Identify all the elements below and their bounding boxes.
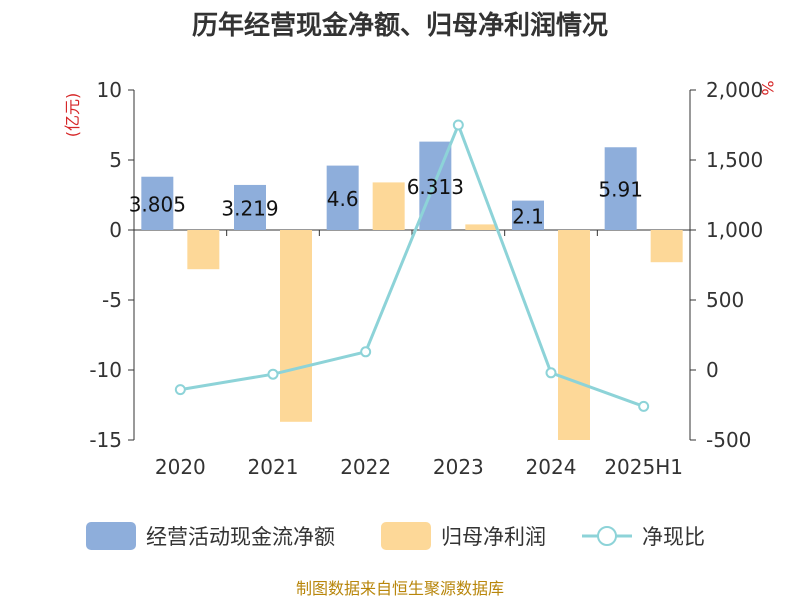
left-tick-label: -10 xyxy=(89,358,122,382)
ratio-point xyxy=(174,384,186,396)
left-tick-label: 0 xyxy=(109,218,122,242)
bars xyxy=(141,141,683,440)
chart-title: 历年经营现金净额、归母净利润情况 xyxy=(192,10,608,41)
ratio-point xyxy=(452,119,464,131)
bar-net-profit xyxy=(187,230,220,270)
right-tick-label: 0 xyxy=(706,358,719,382)
ratio-polyline xyxy=(180,120,645,408)
bar-cashflow xyxy=(141,176,174,230)
left-tick-label: 5 xyxy=(109,148,122,172)
bar-value-label: 2.1 xyxy=(512,204,544,228)
bar-net-profit xyxy=(465,224,498,230)
bar-value-label: 6.313 xyxy=(407,175,464,199)
data-labels: 3.805 3.219 4.6 6.313 2.1 5.91 xyxy=(129,175,643,228)
ratio-point xyxy=(545,367,557,379)
bar-net-profit xyxy=(280,230,312,422)
source-note: 制图数据来自恒生聚源数据库 xyxy=(296,579,504,598)
legend-label-cashflow: 经营活动现金流净额 xyxy=(146,525,335,549)
bar-cashflow xyxy=(512,200,544,230)
x-tick-label: 2021 xyxy=(248,455,299,479)
legend-label-net-profit: 归母净利润 xyxy=(441,525,546,549)
right-tick-label: 1,000 xyxy=(706,218,763,242)
legend-label-ratio: 净现比 xyxy=(642,525,705,549)
left-tick-label: -15 xyxy=(89,428,122,452)
x-tick-label: 2022 xyxy=(340,455,391,479)
legend: 经营活动现金流净额 归母净利润 净现比 xyxy=(86,522,705,550)
legend-marker-ratio xyxy=(597,526,617,546)
legend-swatch-net-profit xyxy=(381,522,431,550)
right-tick-label: -500 xyxy=(706,428,751,452)
axes: 10 5 0 -5 -10 -15 2,000 1,500 1,000 500 0 -500 2020 2… xyxy=(89,78,763,479)
bar-value-label: 3.219 xyxy=(221,196,278,220)
right-tick-label: 2,000 xyxy=(706,78,763,102)
ratio-point xyxy=(638,400,650,412)
left-tick-label: 10 xyxy=(97,78,122,102)
legend-swatch-cashflow xyxy=(86,522,136,550)
x-tick-label: 2024 xyxy=(526,455,577,479)
bar-net-profit xyxy=(558,230,590,440)
x-tick-label: 2023 xyxy=(433,455,484,479)
bar-cashflow xyxy=(326,165,359,230)
x-tick-label: 2025H1 xyxy=(604,455,683,479)
bar-value-label: 3.805 xyxy=(129,192,186,216)
x-tick-label: 2020 xyxy=(155,455,206,479)
right-axis-unit: % xyxy=(758,80,777,95)
bar-value-label: 5.91 xyxy=(598,178,643,202)
left-axis-unit: (亿元) xyxy=(63,93,82,138)
bar-cashflow xyxy=(234,184,266,230)
bar-cashflow xyxy=(604,147,637,230)
ratio-point xyxy=(360,346,372,358)
right-tick-label: 1,500 xyxy=(706,148,763,172)
right-tick-label: 500 xyxy=(706,288,744,312)
ratio-point xyxy=(267,368,279,380)
bar-value-label: 4.6 xyxy=(327,187,359,211)
left-tick-label: -5 xyxy=(102,288,122,312)
bar-net-profit xyxy=(372,182,405,230)
ratio-line xyxy=(174,119,650,412)
bar-net-profit xyxy=(650,230,683,263)
